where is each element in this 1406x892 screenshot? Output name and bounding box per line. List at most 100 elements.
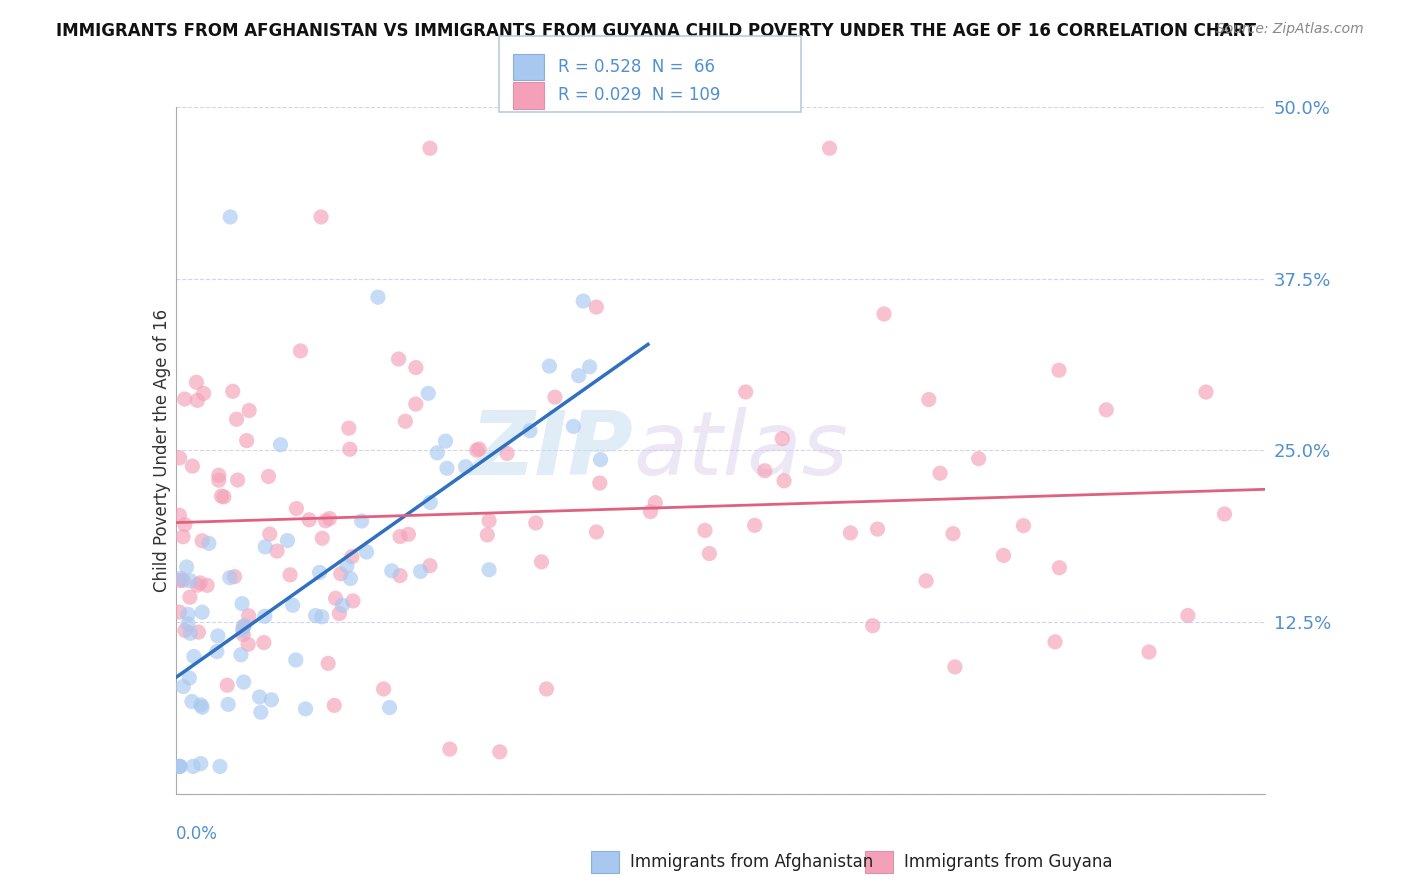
Point: [285, 501, 308, 516]
Point: [585, 524, 607, 539]
Point: [186, 393, 208, 408]
Point: [232, 675, 254, 690]
Point: [519, 424, 541, 438]
Point: [439, 742, 461, 756]
Point: [208, 473, 231, 487]
Point: [468, 442, 491, 456]
Point: [231, 597, 253, 611]
Point: [226, 473, 249, 487]
Point: [585, 300, 607, 314]
Point: [478, 563, 501, 577]
Point: [169, 572, 191, 586]
Point: [205, 644, 228, 658]
Point: [339, 442, 361, 457]
Point: [238, 608, 260, 623]
Point: [298, 513, 321, 527]
Point: [342, 594, 364, 608]
Point: [179, 626, 201, 640]
Point: [316, 657, 339, 671]
Point: [212, 490, 235, 504]
Point: [181, 759, 204, 773]
Point: [496, 446, 519, 460]
Point: [918, 392, 941, 407]
Point: [208, 759, 231, 773]
Point: [284, 653, 307, 667]
Point: [207, 629, 229, 643]
Point: [367, 290, 389, 304]
Point: [524, 516, 547, 530]
Point: [179, 590, 201, 604]
Point: [337, 421, 360, 435]
Point: [177, 607, 200, 622]
Point: [191, 605, 214, 619]
Point: [1195, 385, 1218, 400]
Point: [478, 514, 501, 528]
Point: [699, 547, 721, 561]
Point: [172, 574, 194, 588]
Point: [389, 568, 412, 582]
Point: [173, 517, 195, 532]
Point: [754, 464, 776, 478]
Point: [488, 745, 510, 759]
Point: [329, 566, 352, 581]
Point: [253, 635, 276, 649]
Point: [426, 446, 449, 460]
Point: [419, 495, 441, 509]
Point: [387, 351, 409, 366]
Point: [418, 386, 440, 401]
Point: [1137, 645, 1160, 659]
Point: [186, 376, 208, 390]
Point: [773, 474, 796, 488]
Point: [169, 759, 191, 773]
Point: [217, 698, 239, 712]
Point: [373, 681, 395, 696]
Point: [249, 690, 271, 704]
Point: [356, 545, 378, 559]
Point: [193, 386, 215, 401]
Point: [208, 468, 231, 483]
Point: [190, 698, 212, 712]
Point: [640, 505, 662, 519]
Point: [993, 549, 1015, 563]
Point: [233, 618, 256, 632]
Point: [270, 438, 292, 452]
Point: [578, 359, 600, 374]
Point: [770, 432, 793, 446]
Point: [318, 511, 340, 525]
Point: [454, 459, 477, 474]
Point: [818, 141, 841, 155]
Point: [276, 533, 298, 548]
Point: [693, 524, 716, 538]
Point: [195, 578, 218, 592]
Point: [409, 565, 432, 579]
Point: [839, 525, 862, 540]
Point: [340, 549, 363, 564]
Point: [967, 451, 990, 466]
Point: [544, 390, 567, 404]
Point: [211, 489, 233, 503]
Point: [1177, 608, 1199, 623]
Point: [929, 466, 952, 480]
Point: [862, 618, 884, 632]
Point: [219, 210, 242, 224]
Point: [236, 637, 259, 651]
Point: [169, 450, 191, 465]
Point: [179, 671, 201, 685]
Y-axis label: Child Poverty Under the Age of 16: Child Poverty Under the Age of 16: [153, 309, 172, 592]
Point: [943, 660, 966, 674]
Text: ZIP: ZIP: [471, 407, 633, 494]
Point: [378, 700, 401, 714]
Point: [644, 495, 666, 509]
Point: [259, 527, 281, 541]
Point: [465, 443, 488, 458]
Text: R = 0.029  N = 109: R = 0.029 N = 109: [558, 87, 720, 104]
Point: [169, 574, 191, 588]
Text: Immigrants from Guyana: Immigrants from Guyana: [904, 853, 1112, 871]
Point: [225, 412, 247, 426]
Point: [254, 540, 277, 554]
Point: [173, 392, 195, 406]
Point: [198, 536, 221, 550]
Point: [260, 693, 283, 707]
Point: [231, 624, 253, 638]
Point: [434, 434, 457, 449]
